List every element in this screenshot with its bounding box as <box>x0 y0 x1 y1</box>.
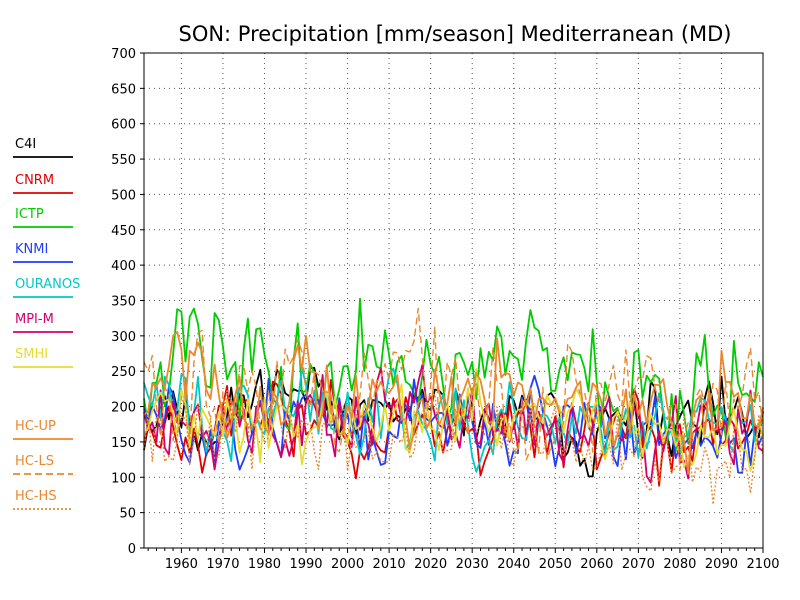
x-tick-label: 2050 <box>539 557 572 572</box>
y-tick-label: 600 <box>111 118 136 133</box>
y-tick-label: 550 <box>111 153 136 168</box>
x-tick-label: 2030 <box>456 557 489 572</box>
series-layer <box>143 297 764 506</box>
y-tick-label: 250 <box>111 365 136 380</box>
legend-label: KNMI <box>15 242 48 257</box>
y-tick-label: 400 <box>111 259 136 274</box>
legend-label: HC-HS <box>15 489 57 504</box>
legend-label: ICTP <box>15 207 44 222</box>
axis-layer: 0 50 100 150 200 250 300 350 400 450 500 550 600 650 7… <box>111 47 779 572</box>
x-tick-label: 2100 <box>746 557 779 572</box>
x-tick-label: 1990 <box>289 557 322 572</box>
y-tick-label: 300 <box>111 330 136 345</box>
x-tick-label: 1980 <box>248 557 281 572</box>
y-tick-label: 200 <box>111 401 136 416</box>
legend-label: C4I <box>15 137 36 152</box>
series-line-hc-up <box>143 331 764 475</box>
x-tick-label: 1960 <box>165 557 198 572</box>
x-tick-label: 2070 <box>622 557 655 572</box>
legend-label: CNRM <box>15 173 54 188</box>
x-tick-label: 2090 <box>705 557 738 572</box>
legend-label: HC-UP <box>15 419 56 434</box>
x-tick-label: 2060 <box>580 557 613 572</box>
legend: C4I CNRM ICTP KNMI OURANOS MPI-M SMHI HC-UP HC-L… <box>13 137 80 510</box>
y-tick-label: 100 <box>111 471 136 486</box>
y-tick-label: 500 <box>111 188 136 203</box>
chart-title: SON: Precipitation [mm/season] Mediterra… <box>178 22 731 46</box>
x-tick-label: 2040 <box>497 557 530 572</box>
x-tick-label: 2020 <box>414 557 447 572</box>
x-tick-label: 2080 <box>663 557 696 572</box>
y-tick-label: 700 <box>111 47 136 62</box>
y-tick-label: 450 <box>111 224 136 239</box>
legend-label: SMHI <box>15 347 48 362</box>
legend-label: OURANOS <box>15 277 80 292</box>
series-line-hc-hs <box>143 390 764 506</box>
y-tick-label: 350 <box>111 295 136 310</box>
legend-label: MPI-M <box>15 312 54 327</box>
x-tick-label: 2000 <box>331 557 364 572</box>
series-line-hc-ls <box>143 307 764 471</box>
legend-label: HC-LS <box>15 454 54 469</box>
y-tick-label: 50 <box>119 507 136 522</box>
x-tick-label: 1970 <box>206 557 239 572</box>
y-tick-label: 150 <box>111 436 136 451</box>
y-tick-label: 0 <box>128 542 136 557</box>
x-tick-label: 2010 <box>373 557 406 572</box>
y-tick-label: 650 <box>111 82 136 97</box>
